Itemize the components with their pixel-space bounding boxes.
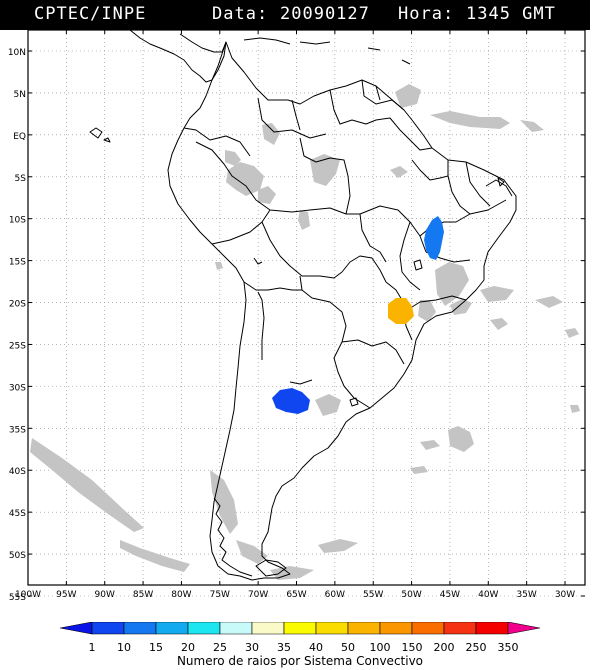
colorbar-swatch	[91, 622, 125, 635]
lon-tick-label: 65W	[286, 590, 306, 600]
colorbar-tick-label: 50	[341, 641, 355, 654]
central-america-outline	[129, 29, 227, 83]
longitude-axis: 100W 95W 90W 85W 80W 75W 70W 65W 60W 55W 50W 45W 40W…	[15, 30, 575, 600]
colorbar: 1 10 15 20 25 30 35 40 50 100 150 200 250 350	[59, 622, 541, 654]
colorbar-tick-label: 10	[117, 641, 131, 654]
colorbar-tick-label: 30	[245, 641, 259, 654]
convective-system-bahia	[424, 216, 444, 260]
lon-tick-label: 75W	[210, 590, 230, 600]
latitude-axis: 10N 5N EQ 5S 10S 15S 20S 25S 30S 35S 40S 45S 50S 55S	[8, 48, 585, 603]
colorbar-swatch	[379, 622, 413, 635]
lon-tick-label: 35W	[516, 590, 536, 600]
colorbar-tick-label: 35	[277, 641, 291, 654]
convective-system-sao-paulo	[388, 298, 414, 324]
colorbar-tick-label: 40	[309, 641, 323, 654]
lat-tick-label: 25S	[9, 341, 26, 351]
lat-tick-label: 20S	[9, 300, 26, 310]
colorbar-swatch	[507, 622, 541, 635]
colorbar-swatch	[315, 622, 349, 635]
colorbar-title: Numero de raios por Sistema Convectivo	[176, 654, 424, 668]
south-america-outline	[167, 41, 517, 581]
lat-tick-label: 40S	[9, 467, 26, 477]
lightning-map: 10N5NEQ5S10S15S20S25S30S35S40S45S50S55S …	[8, 29, 586, 603]
colorbar-tick-label: 150	[402, 641, 423, 654]
convective-system-argentina	[272, 388, 310, 414]
colorbar-tick-label: 250	[466, 641, 487, 654]
lon-tick-label: 50W	[401, 590, 421, 600]
colorbar-swatch	[411, 622, 445, 635]
lon-tick-label: 100W	[15, 590, 41, 600]
lon-tick-label: 70W	[248, 590, 268, 600]
lon-tick-label: 85W	[133, 590, 153, 600]
lat-tick-label: 10S	[9, 216, 26, 226]
lat-tick-label: EQ	[13, 132, 26, 142]
colorbar-swatch	[443, 622, 477, 635]
colorbar-swatch	[283, 622, 317, 635]
date-label: Data:	[212, 4, 269, 24]
colorbar-swatch	[347, 622, 381, 635]
title-bar: CPTEC/INPE Data: 20090127 Hora: 1345 GMT	[0, 0, 590, 30]
lon-tick-label: 40W	[478, 590, 498, 600]
lon-tick-label: 55W	[363, 590, 383, 600]
colorbar-swatch	[187, 622, 221, 635]
coastlines-and-borders	[89, 29, 517, 581]
colorbar-tick-label: 100	[370, 641, 391, 654]
colorbar-tick-label: 15	[149, 641, 163, 654]
lat-tick-label: 5S	[15, 174, 27, 184]
lat-tick-label: 35S	[9, 425, 26, 435]
lat-tick-label: 55S	[9, 593, 26, 603]
colorbar-tick-label: 20	[181, 641, 195, 654]
lon-tick-label: 95W	[56, 590, 76, 600]
lon-tick-label: 90W	[95, 590, 115, 600]
colorbar-swatch	[251, 622, 285, 635]
map-frame	[27, 29, 586, 586]
colorbar-tick-label: 350	[498, 641, 519, 654]
date-value: 20090127	[280, 4, 370, 24]
lat-tick-label: 30S	[9, 383, 26, 393]
colorbar-swatch	[155, 622, 189, 635]
lat-tick-label: 45S	[9, 509, 26, 519]
time-value: 1345 GMT	[466, 4, 556, 24]
lat-tick-label: 50S	[9, 551, 26, 561]
lon-tick-label: 80W	[171, 590, 191, 600]
colorbar-swatch	[123, 622, 157, 635]
lat-tick-label: 15S	[9, 258, 26, 268]
colorbar-swatch	[219, 622, 253, 635]
convective-systems	[272, 216, 444, 414]
colorbar-swatch	[59, 622, 93, 635]
colorbar-tick-label: 1	[89, 641, 96, 654]
lon-tick-label: 60W	[325, 590, 345, 600]
cloud-cover	[30, 84, 580, 580]
time-label: Hora:	[398, 4, 455, 24]
lat-tick-label: 10N	[8, 48, 26, 58]
colorbar-tick-label: 200	[434, 641, 455, 654]
lon-tick-label: 30W	[555, 590, 575, 600]
source-label: CPTEC/INPE	[34, 4, 147, 24]
colorbar-swatch	[475, 622, 509, 635]
lat-tick-label: 5N	[14, 90, 26, 100]
colorbar-tick-label: 25	[213, 641, 227, 654]
lon-tick-label: 45W	[440, 590, 460, 600]
